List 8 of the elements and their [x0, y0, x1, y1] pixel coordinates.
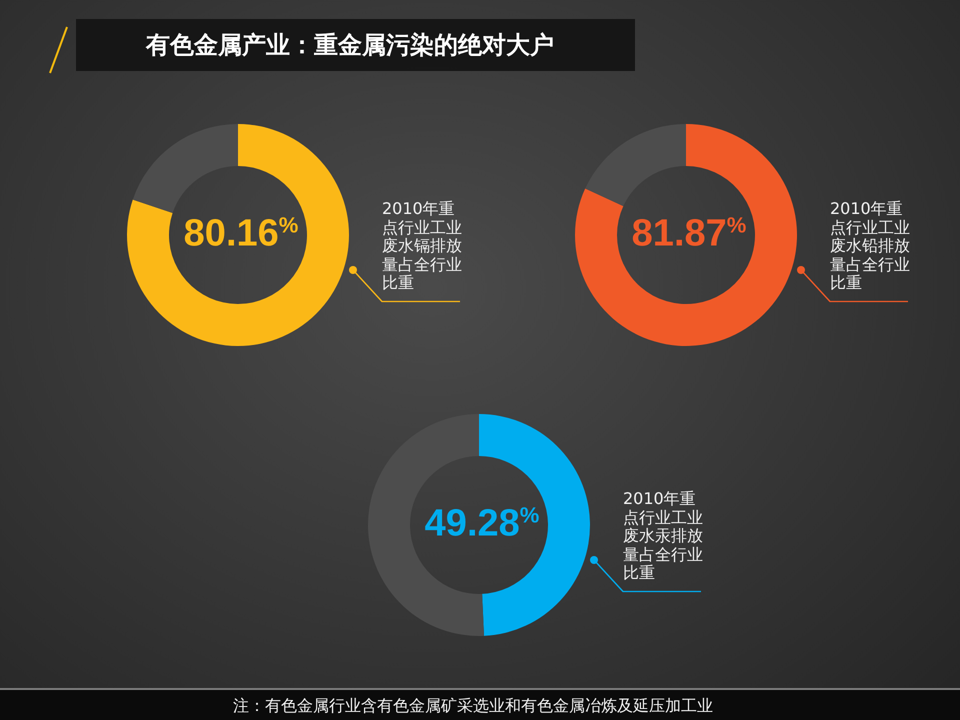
slice-label: 2010年重点行业工业废水汞排放量占全行业比重	[623, 489, 704, 582]
slice-label: 2010年重点行业工业废水铅排放量占全行业比重	[830, 199, 911, 292]
slice-label: 2010年重点行业工业废水镉排放量占全行业比重	[382, 199, 463, 292]
data-label: 80.16$^{%}$	[184, 212, 298, 256]
text: 注：有色金属行业含有色金属矿采选业和有色金属冶炼及延压加工业	[233, 696, 713, 716]
chart-title: 有色金属产业：重金属污染的绝对大户	[145, 31, 554, 59]
data-label: 49.28$^{%}$	[424, 502, 540, 546]
data-label: 81.87$^{%}$	[632, 212, 746, 256]
